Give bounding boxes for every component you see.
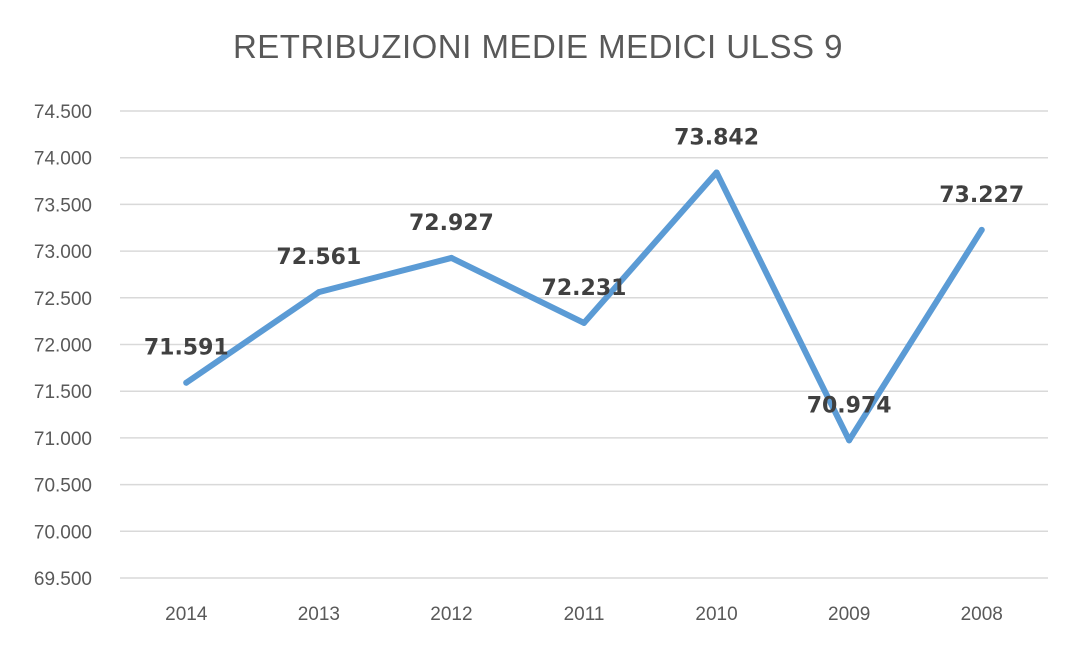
x-tick-label: 2010 [695, 604, 737, 625]
x-tick-label: 2009 [828, 604, 870, 625]
data-label: 72.231 [542, 276, 627, 301]
data-point [713, 169, 720, 176]
y-tick-label: 71.500 [34, 382, 92, 403]
data-point [846, 437, 853, 444]
data-point [448, 254, 455, 261]
y-tick-label: 70.500 [34, 476, 92, 497]
y-tick-label: 74.500 [34, 102, 92, 123]
chart-title: RETRIBUZIONI MEDIE MEDICI ULSS 9 [232, 28, 844, 65]
data-point [183, 379, 190, 386]
y-tick-label: 72.500 [34, 289, 92, 310]
data-label: 73.227 [939, 183, 1024, 208]
data-label: 73.842 [674, 125, 759, 150]
y-tick-label: 73.500 [34, 195, 92, 216]
x-tick-label: 2012 [430, 604, 472, 625]
data-label: 71.591 [144, 336, 229, 361]
x-tick-label: 2008 [961, 604, 1003, 625]
y-tick-label: 73.000 [34, 242, 92, 263]
x-tick-label: 2014 [165, 604, 208, 625]
y-tick-label: 74.000 [34, 149, 92, 170]
data-point [315, 289, 322, 296]
y-tick-label: 72.000 [34, 336, 92, 357]
data-label: 72.927 [409, 211, 494, 236]
data-point [581, 319, 587, 326]
y-tick-label: 69.500 [34, 569, 92, 590]
data-label: 70.974 [807, 393, 892, 418]
data-point [978, 226, 985, 233]
y-tick-label: 70.000 [34, 522, 92, 543]
x-tick-label: 2013 [298, 604, 340, 625]
x-tick-label: 2011 [564, 604, 605, 625]
data-label: 72.561 [276, 245, 361, 270]
y-tick-label: 71.000 [34, 429, 92, 450]
